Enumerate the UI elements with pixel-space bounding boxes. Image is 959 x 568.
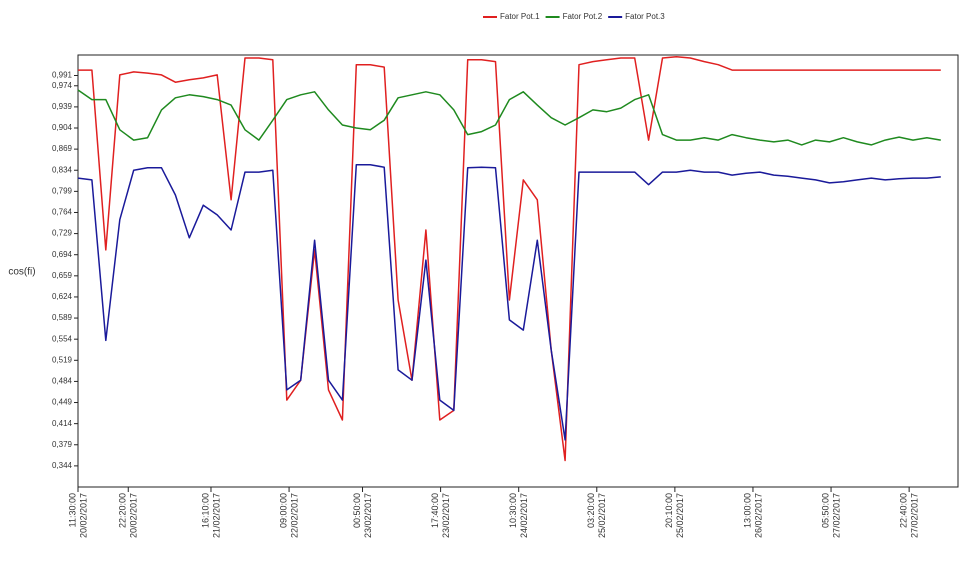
x-tick-label: 23/02/2017 xyxy=(441,493,451,538)
x-tick-label: 10:30:00 xyxy=(508,493,518,528)
y-axis-label: cos(fi) xyxy=(8,267,35,278)
y-tick-label: 0,414 xyxy=(52,419,73,428)
x-tick-label: 03:20:00 xyxy=(586,493,596,528)
x-tick-label: 25/02/2017 xyxy=(597,493,607,538)
x-tick-label: 00:50:00 xyxy=(352,493,362,528)
y-tick-label: 0,904 xyxy=(52,123,73,132)
y-tick-label: 0,694 xyxy=(52,250,73,259)
x-tick-label: 20/02/2017 xyxy=(78,493,88,538)
x-tick-label: 23/02/2017 xyxy=(363,493,373,538)
series-line xyxy=(77,89,941,146)
x-tick-label: 24/02/2017 xyxy=(519,493,529,538)
y-tick-label: 0,554 xyxy=(52,334,73,343)
x-tick-label: 20/02/2017 xyxy=(129,493,139,538)
y-tick-label: 0,659 xyxy=(52,271,73,280)
y-tick-label: 0,869 xyxy=(52,144,73,153)
y-tick-label: 0,449 xyxy=(52,398,73,407)
y-tick-label: 0,939 xyxy=(52,102,73,111)
plot-frame xyxy=(77,54,959,488)
y-tick-label: 0,729 xyxy=(52,229,73,238)
y-tick-label: 0,519 xyxy=(52,355,73,364)
x-tick-label: 27/02/2017 xyxy=(831,493,841,538)
y-tick-label: 0,799 xyxy=(52,186,73,195)
x-tick-label: 27/02/2017 xyxy=(910,493,920,538)
y-tick-label: 0,484 xyxy=(52,377,73,386)
x-tick-label: 16:10:00 xyxy=(200,493,210,528)
y-tick-label: 0,589 xyxy=(52,313,73,322)
y-tick-label: 0,974 xyxy=(52,81,73,90)
y-tick-label: 0,764 xyxy=(52,208,73,217)
x-tick-label: 22/02/2017 xyxy=(289,493,299,538)
x-tick-label: 11:30:00 xyxy=(67,493,77,527)
x-tick-label: 25/02/2017 xyxy=(675,493,685,538)
legend-label: Fator Pot.1 xyxy=(500,12,540,21)
y-tick-label: 0,991 xyxy=(52,71,73,80)
x-tick-label: 09:00:00 xyxy=(278,493,288,528)
series-line xyxy=(78,56,941,462)
y-tick-label: 0,379 xyxy=(52,440,73,449)
y-tick-label: 0,344 xyxy=(52,461,73,470)
y-tick-label: 0,834 xyxy=(52,165,73,174)
x-tick-label: 13:00:00 xyxy=(742,493,752,528)
series-line xyxy=(77,164,941,441)
x-tick-label: 05:50:00 xyxy=(820,493,830,528)
x-tick-label: 17:40:00 xyxy=(430,493,440,528)
x-tick-label: 22:40:00 xyxy=(899,493,909,528)
x-tick-label: 26/02/2017 xyxy=(753,493,763,538)
x-tick-label: 22:20:00 xyxy=(118,493,128,528)
legend-label: Fator Pot.2 xyxy=(563,12,603,21)
y-tick-label: 0,624 xyxy=(52,292,73,301)
x-tick-label: 20:10:00 xyxy=(664,493,674,528)
x-tick-label: 21/02/2017 xyxy=(211,493,221,538)
legend-label: Fator Pot.3 xyxy=(625,12,665,21)
